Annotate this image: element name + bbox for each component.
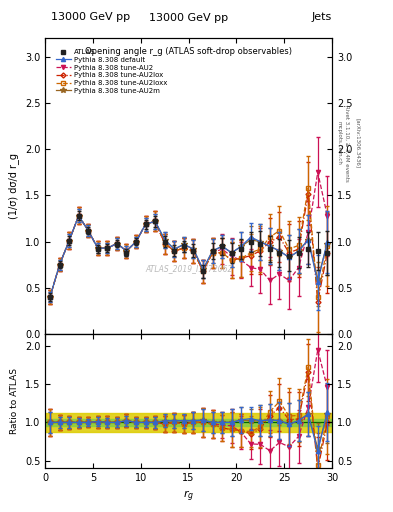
- Y-axis label: Ratio to ATLAS: Ratio to ATLAS: [10, 368, 19, 434]
- Bar: [45, 413, 332, 432]
- Text: 13000 GeV pp: 13000 GeV pp: [149, 13, 228, 23]
- Text: 13000 GeV pp: 13000 GeV pp: [51, 12, 130, 22]
- Text: mcplots.cern.ch: mcplots.cern.ch: [337, 121, 342, 165]
- Text: Opening angle r_g (ATLAS soft-drop observables): Opening angle r_g (ATLAS soft-drop obser…: [85, 47, 292, 56]
- Text: Rivet 3.1.10, ≥ 3.4M events: Rivet 3.1.10, ≥ 3.4M events: [344, 105, 349, 182]
- Bar: [45, 419, 332, 426]
- Text: ATLAS_2019_I1772062: ATLAS_2019_I1772062: [145, 265, 232, 273]
- Legend: ATLAS, Pythia 8.308 default, Pythia 8.308 tune-AU2, Pythia 8.308 tune-AU2lox, Py: ATLAS, Pythia 8.308 default, Pythia 8.30…: [53, 47, 170, 97]
- X-axis label: $r_g$: $r_g$: [183, 489, 194, 504]
- Text: [arXiv:1306.3436]: [arXiv:1306.3436]: [356, 118, 361, 168]
- Text: Jets: Jets: [312, 12, 332, 22]
- Y-axis label: (1/σ) dσ/d r_g: (1/σ) dσ/d r_g: [8, 153, 19, 219]
